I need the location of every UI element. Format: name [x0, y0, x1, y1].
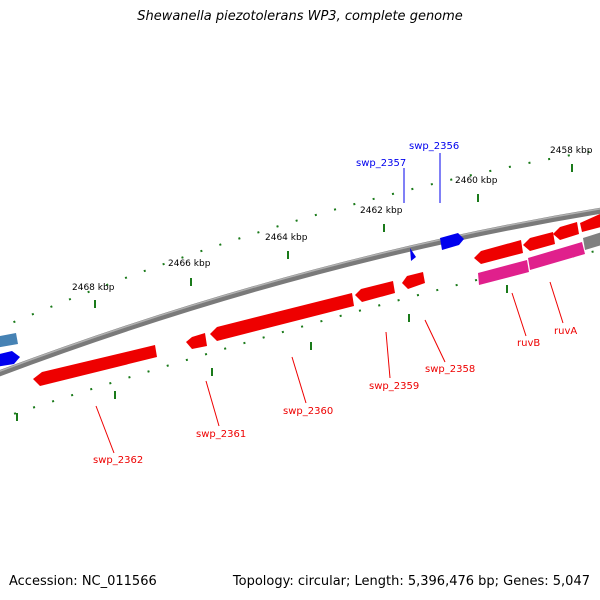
gene-swp-2361[interactable]: [186, 333, 207, 349]
gene-right-edge-gray[interactable]: [583, 231, 600, 250]
gene-ruvA[interactable]: [523, 232, 555, 251]
kbp-label-2466: 2466 kbp: [168, 259, 211, 269]
kbp-label-2458: 2458 kbp: [550, 146, 593, 156]
gene-right-red[interactable]: [553, 222, 579, 240]
label-swp-2357: swp_2357: [356, 158, 406, 169]
kbp-label-2468: 2468 kbp: [72, 283, 115, 293]
label-swp-2360: swp_2360: [283, 406, 333, 417]
label-swp-2356: swp_2356: [409, 141, 459, 152]
label-swp-2361: swp_2361: [196, 429, 246, 440]
gene-ruvB-highlight[interactable]: [478, 260, 529, 285]
gene-left-edge-steel[interactable]: [0, 333, 18, 348]
gene-swp-2360[interactable]: [210, 293, 354, 341]
topology-summary: Topology: circular; Length: 5,396,476 bp…: [233, 574, 590, 589]
label-ruvA: ruvA: [554, 326, 577, 337]
gene-swp-2356[interactable]: [440, 233, 464, 250]
label-swp-2359: swp_2359: [369, 381, 419, 392]
accession-text: Accession: NC_011566: [9, 574, 157, 589]
kbp-label-2464: 2464 kbp: [265, 233, 308, 243]
gene-swp-2358[interactable]: [402, 272, 425, 289]
label-swp-2362: swp_2362: [93, 455, 143, 466]
label-ruvB: ruvB: [517, 338, 540, 349]
gene-ruvB[interactable]: [474, 240, 523, 264]
reverse-genes: [33, 214, 600, 386]
kbp-label-2460: 2460 kbp: [455, 176, 498, 186]
gene-swp-2359[interactable]: [355, 281, 395, 302]
kbp-label-2462: 2462 kbp: [360, 206, 403, 216]
label-swp-2358: swp_2358: [425, 364, 475, 375]
